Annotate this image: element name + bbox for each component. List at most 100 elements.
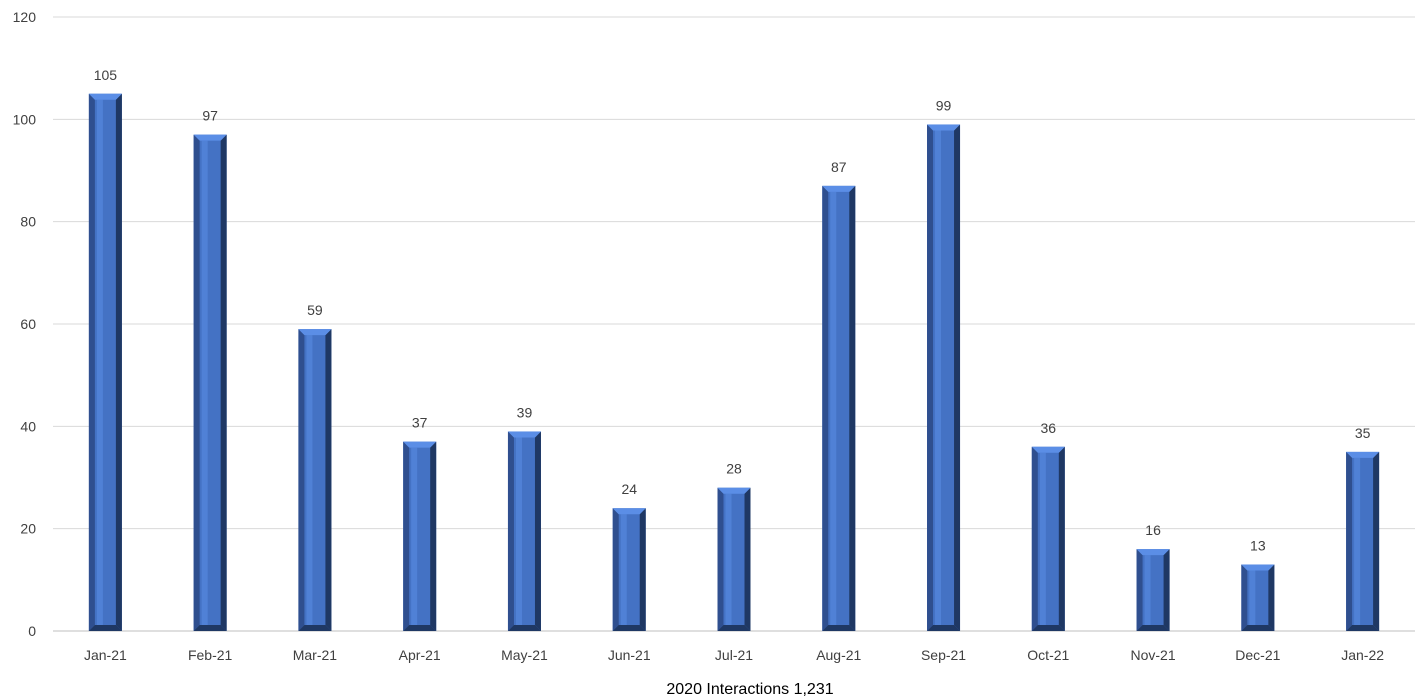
bar-bottom xyxy=(1136,625,1170,631)
data-label: 99 xyxy=(936,97,952,113)
bar-side-right xyxy=(744,487,751,631)
x-tick-label: Dec-21 xyxy=(1235,647,1280,663)
bar xyxy=(717,487,751,631)
bar-highlight xyxy=(201,140,208,625)
x-tick-label: Jul-21 xyxy=(715,647,753,663)
y-axis-tick-labels: 0 20 40 60 80 100 120 xyxy=(13,9,37,639)
data-label: 16 xyxy=(1145,522,1161,538)
bar-bottom xyxy=(612,625,646,631)
data-label: 13 xyxy=(1250,537,1266,553)
bar-side-right xyxy=(325,329,332,631)
bar xyxy=(1346,451,1380,631)
bar-bottom xyxy=(1346,625,1380,631)
bar xyxy=(822,185,856,631)
bar-bottom xyxy=(1031,625,1065,631)
bar-side-left xyxy=(717,487,724,631)
bar-bottom xyxy=(298,625,332,631)
bar-top xyxy=(1031,446,1065,453)
bar-side-left xyxy=(1136,549,1143,631)
bar-top xyxy=(1346,451,1380,458)
y-tick-label: 60 xyxy=(20,316,36,332)
bar-top xyxy=(927,124,961,131)
data-label: 59 xyxy=(307,302,323,318)
bar-top xyxy=(612,508,646,515)
gridlines xyxy=(53,16,1415,632)
data-label: 87 xyxy=(831,159,847,175)
x-tick-label: Jan-22 xyxy=(1341,647,1384,663)
bar-side-left xyxy=(822,185,829,631)
bar-side-right xyxy=(1058,446,1065,631)
y-tick-label: 120 xyxy=(13,9,37,25)
data-labels: 105 97 59 37 39 24 28 87 99 36 16 13 35 xyxy=(94,67,1371,554)
data-label: 97 xyxy=(202,108,218,124)
data-label: 28 xyxy=(726,461,742,477)
bar-top xyxy=(193,134,227,141)
bar-top xyxy=(298,329,332,336)
bar-top xyxy=(88,93,122,100)
x-tick-label: May-21 xyxy=(501,647,548,663)
bar-side-left xyxy=(88,93,95,631)
bar-side-left xyxy=(403,441,410,631)
bar-bottom xyxy=(1241,625,1275,631)
bar-highlight xyxy=(1144,555,1151,625)
bar-bottom xyxy=(717,625,751,631)
bar-top xyxy=(507,431,541,438)
x-tick-label: Oct-21 xyxy=(1027,647,1069,663)
data-label: 35 xyxy=(1355,425,1371,441)
bar-side-left xyxy=(193,134,200,631)
y-tick-label: 100 xyxy=(13,111,37,127)
bar xyxy=(298,329,332,631)
bar-side-left xyxy=(298,329,305,631)
bar-side-left xyxy=(927,124,934,631)
bar-top xyxy=(717,487,751,494)
bar xyxy=(1241,564,1275,631)
bar-side-right xyxy=(430,441,437,631)
bar-side-right xyxy=(849,185,856,631)
bar-side-right xyxy=(639,508,646,631)
bar-highlight xyxy=(515,437,522,625)
x-tick-label: Apr-21 xyxy=(399,647,441,663)
bar-side-right xyxy=(954,124,961,631)
x-axis-tick-labels: Jan-21 Feb-21 Mar-21 Apr-21 May-21 Jun-21 Jul-… xyxy=(84,647,1384,663)
bar-side-right xyxy=(115,93,122,631)
bar-highlight xyxy=(306,335,313,625)
x-tick-label: Jun-21 xyxy=(608,647,651,663)
y-tick-label: 80 xyxy=(20,214,36,230)
x-tick-label: Jan-21 xyxy=(84,647,127,663)
bar-bottom xyxy=(88,625,122,631)
bar xyxy=(403,441,437,631)
bar-side-left xyxy=(612,508,619,631)
data-label: 39 xyxy=(517,404,533,420)
x-tick-label: Sep-21 xyxy=(921,647,966,663)
bar-side-left xyxy=(1241,564,1248,631)
bar-side-right xyxy=(1268,564,1275,631)
bar-bottom xyxy=(822,625,856,631)
bar xyxy=(612,508,646,631)
bar-highlight xyxy=(620,514,627,625)
x-tick-label: Mar-21 xyxy=(293,647,338,663)
bar-side-left xyxy=(1346,451,1353,631)
x-axis-title: 2020 Interactions 1,231 xyxy=(666,681,833,698)
y-tick-label: 20 xyxy=(20,521,36,537)
data-label: 105 xyxy=(94,67,118,83)
bar-bottom xyxy=(507,625,541,631)
bar-highlight xyxy=(1249,570,1256,625)
bar-side-right xyxy=(220,134,227,631)
x-tick-label: Feb-21 xyxy=(188,647,233,663)
bar-bottom xyxy=(403,625,437,631)
bar-highlight xyxy=(411,447,418,625)
bar-side-right xyxy=(1163,549,1170,631)
bar-top xyxy=(1241,564,1275,571)
bar-side-left xyxy=(1031,446,1038,631)
bar-side-left xyxy=(507,431,514,631)
bar-highlight xyxy=(935,130,942,625)
bar-highlight xyxy=(96,99,103,625)
bar xyxy=(1031,446,1065,631)
bar-highlight xyxy=(830,191,837,625)
bar xyxy=(927,124,961,631)
data-label: 37 xyxy=(412,415,428,431)
data-label: 36 xyxy=(1041,420,1057,436)
y-tick-label: 0 xyxy=(28,623,36,639)
data-label: 24 xyxy=(621,481,637,497)
bar xyxy=(88,93,122,631)
